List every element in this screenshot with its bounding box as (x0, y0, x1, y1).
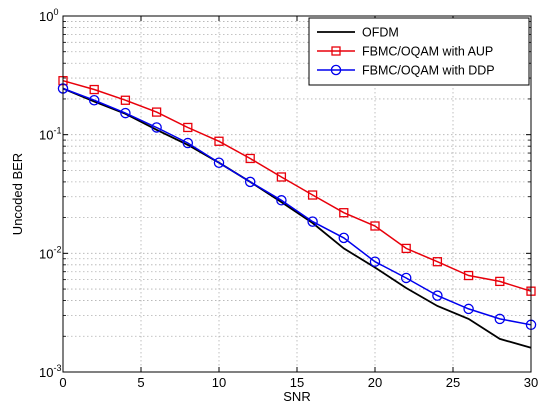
data-point (120, 107, 131, 119)
x-tick-label: 0 (59, 375, 66, 390)
series-line (62, 87, 532, 349)
series-line (62, 87, 532, 326)
y-tick-label: 10-2 (39, 244, 61, 261)
x-axis-label: SNR (283, 389, 310, 404)
data-point (182, 137, 194, 149)
legend-item: FBMC/OQAM with AUP (317, 45, 493, 59)
series-line (62, 79, 532, 292)
data-point (338, 232, 350, 244)
data-point (88, 94, 100, 106)
data-point (432, 290, 443, 301)
legend-label: OFDM (362, 26, 399, 40)
x-tick-label: 10 (212, 375, 226, 390)
data-point (400, 272, 412, 284)
data-point (120, 95, 131, 105)
legend-item: OFDM (317, 26, 399, 40)
data-point (494, 313, 506, 325)
legend: OFDM FBMC/OQAM with AUP FBMC/OQAM with DDP (308, 17, 530, 86)
legend-label: FBMC/OQAM with AUP (362, 45, 493, 59)
data-point (463, 270, 474, 281)
series-1 (62, 87, 532, 349)
x-tick-label: 25 (446, 375, 460, 390)
legend-item: FBMC/OQAM with DDP (317, 64, 495, 78)
data-point (213, 157, 225, 168)
data-point (369, 256, 381, 267)
series-2 (58, 76, 536, 296)
x-tick-label: 20 (368, 375, 382, 390)
data-point (307, 216, 318, 227)
legend-marker (331, 46, 341, 56)
legend-marker (330, 64, 342, 76)
data-point (495, 276, 505, 287)
series-3 (57, 83, 537, 331)
series-layer (57, 76, 537, 349)
data-point (370, 221, 380, 231)
x-tick-label: 5 (137, 375, 144, 390)
data-point (401, 243, 411, 254)
data-point (151, 122, 162, 133)
data-point (339, 208, 349, 218)
data-point (214, 136, 224, 146)
data-point (432, 257, 443, 267)
data-point (307, 190, 318, 200)
data-point (276, 195, 287, 206)
y-tick-label: 100 (39, 7, 58, 24)
y-tick-label: 10-3 (39, 363, 61, 380)
data-point (245, 153, 255, 164)
data-point (244, 176, 256, 188)
y-tick-label: 10-1 (39, 126, 61, 143)
x-tick-label: 30 (524, 375, 538, 390)
data-point (463, 303, 474, 315)
y-axis-label: Uncoded BER (10, 153, 25, 235)
data-point (151, 107, 162, 117)
legend-label: FBMC/OQAM with DDP (362, 64, 495, 78)
data-point (183, 122, 193, 133)
data-point (276, 172, 287, 182)
tick-labels: 0 5 10 15 20 25 30 10-3 10-2 10-1 100 (39, 7, 538, 390)
data-point (89, 84, 99, 95)
x-tick-label: 15 (290, 375, 304, 390)
